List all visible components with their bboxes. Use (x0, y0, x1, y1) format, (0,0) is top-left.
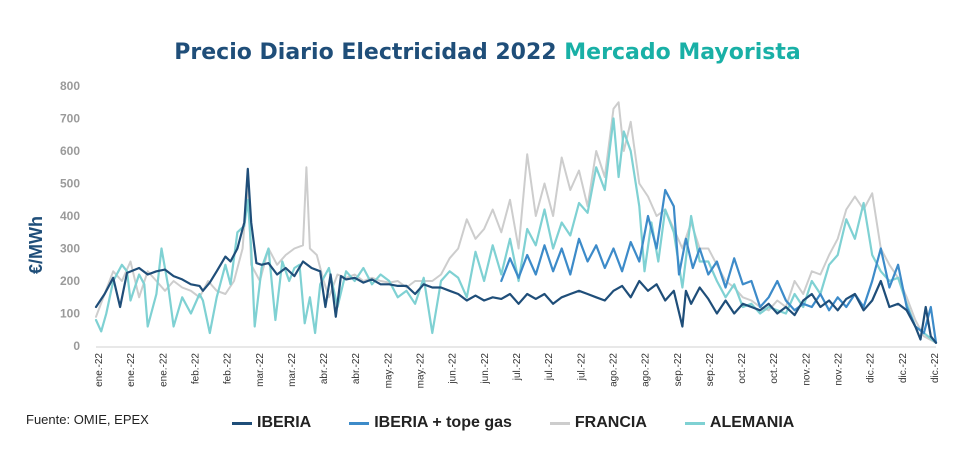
y-tick-label: 0 (73, 339, 80, 353)
y-tick-label: 400 (60, 209, 80, 223)
x-tick-label: dic.-22 (930, 353, 941, 383)
y-tick-label: 200 (60, 274, 80, 288)
x-axis: ene.-22 ene.-22 ene.-22 feb.-22 feb.-22 mar.-… (94, 346, 941, 389)
series-layer (94, 101, 938, 344)
x-tick-label: dic.-22 (898, 353, 909, 383)
legend-swatch (684, 421, 705, 425)
legend-item-alemania: ALEMANIA (684, 414, 795, 432)
y-tick-label: 500 (60, 177, 80, 191)
x-tick-label: ene.-22 (158, 353, 169, 387)
x-tick-label: may.-22 (416, 353, 427, 389)
x-tick-label: mar.-22 (255, 353, 266, 387)
legend-item-iberia-tope-gas: IBERIA + tope gas (349, 414, 512, 432)
series-line-iberia-tope-gas (500, 188, 938, 344)
legend-label: ALEMANIA (709, 414, 795, 431)
x-tick-label: jul.-22 (576, 353, 587, 382)
chart-title: Precio Diario Electricidad 2022 Mercado … (0, 40, 975, 65)
x-tick-label: oct.-22 (737, 353, 748, 384)
x-tick-label: abr.-22 (319, 353, 330, 385)
x-tick-label: may.-22 (383, 353, 394, 389)
legend-label: FRANCIA (574, 414, 647, 431)
title-part-1: Precio Diario Electricidad 2022 (174, 40, 557, 65)
y-tick-label: 100 (60, 307, 80, 321)
x-tick-label: feb.-22 (190, 353, 201, 385)
legend-swatch (232, 421, 252, 425)
x-tick-label: ago.-22 (641, 353, 652, 387)
legend-label: IBERIA (257, 414, 312, 431)
x-tick-label: sep.-22 (705, 353, 716, 387)
x-tick-label: nov.-22 (801, 353, 812, 386)
y-tick-label: 300 (60, 242, 80, 256)
x-tick-label: jun.-22 (448, 353, 459, 385)
y-axis: 0 100 200 300 400 500 600 700 800 (60, 79, 80, 353)
x-tick-label: nov.-22 (834, 353, 845, 386)
x-tick-label: ene.-22 (126, 353, 137, 387)
y-tick-label: 800 (60, 79, 80, 93)
x-tick-label: jun.-22 (480, 353, 491, 385)
y-tick-label: 600 (60, 144, 80, 158)
legend-swatch (549, 421, 570, 425)
legend-label: IBERIA + tope gas (374, 414, 512, 431)
y-axis-label: €/MWh (26, 216, 46, 274)
legend-item-iberia: IBERIA (232, 414, 311, 432)
legend: IBERIA IBERIA + tope gas FRANCIA ALEMANI… (232, 414, 832, 432)
x-tick-label: abr.-22 (351, 353, 362, 385)
y-tick-label: 700 (60, 112, 80, 126)
x-tick-label: ago.-22 (608, 353, 619, 387)
x-tick-label: jul.-22 (544, 353, 555, 382)
x-tick-label: jul.-22 (512, 353, 523, 382)
x-tick-label: ene.-22 (94, 353, 105, 387)
legend-swatch (349, 421, 370, 425)
title-part-2: Mercado Mayorista (564, 40, 801, 65)
source-note: Fuente: OMIE, EPEX (26, 412, 149, 427)
x-tick-label: dic.-22 (866, 353, 877, 383)
x-tick-label: mar.-22 (287, 353, 298, 387)
x-tick-label: oct.-22 (769, 353, 780, 384)
legend-item-francia: FRANCIA (549, 414, 647, 432)
x-tick-label: sep.-22 (673, 353, 684, 387)
x-tick-label: feb.-22 (223, 353, 234, 385)
series-line-iberia (94, 167, 938, 344)
